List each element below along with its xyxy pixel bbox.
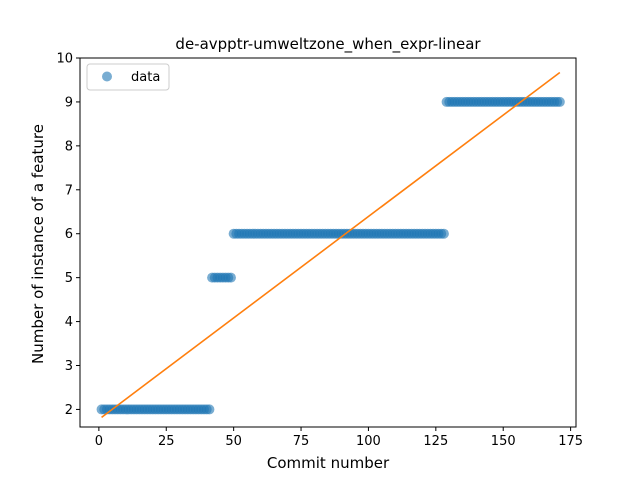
y-tick-label: 6: [65, 227, 73, 242]
y-tick-label: 7: [65, 183, 73, 198]
y-tick-label: 9: [65, 95, 73, 110]
data-point: [554, 96, 565, 107]
y-tick-label: 2: [65, 403, 73, 418]
legend-label: data: [131, 70, 160, 85]
y-tick-label: 4: [65, 315, 73, 330]
legend-frame: [86, 63, 170, 91]
data-point: [204, 404, 215, 415]
legend: data: [86, 63, 170, 91]
chart-title: de-avpptr-umweltzone_when_expr-linear: [175, 35, 481, 54]
x-tick-label: 100: [356, 434, 381, 449]
x-tick-label: 75: [293, 434, 310, 449]
y-tick-label: 5: [65, 271, 73, 286]
x-tick-label: 125: [423, 434, 448, 449]
plot-area: [79, 57, 577, 428]
x-axis-label: Commit number: [267, 454, 390, 472]
x-axis: 0 25 50 75 100 125 150 175: [95, 427, 583, 449]
x-tick-label: 0: [95, 434, 103, 449]
axes-frame: [79, 57, 577, 428]
y-axis: 2 3 4 5 6 7 8 9 10: [56, 52, 80, 418]
x-tick-label: 50: [225, 434, 242, 449]
data-point: [438, 228, 449, 239]
y-tick-label: 3: [65, 359, 73, 374]
data-point: [225, 272, 236, 283]
y-axis-label: Number of instance of a feature: [29, 124, 47, 364]
x-tick-label: 175: [558, 434, 583, 449]
y-tick-label: 10: [56, 52, 73, 67]
x-tick-label: 25: [158, 434, 175, 449]
y-tick-label: 8: [65, 139, 73, 154]
x-tick-label: 150: [491, 434, 516, 449]
legend-marker: [102, 71, 112, 82]
fit-line: [101, 71, 561, 418]
